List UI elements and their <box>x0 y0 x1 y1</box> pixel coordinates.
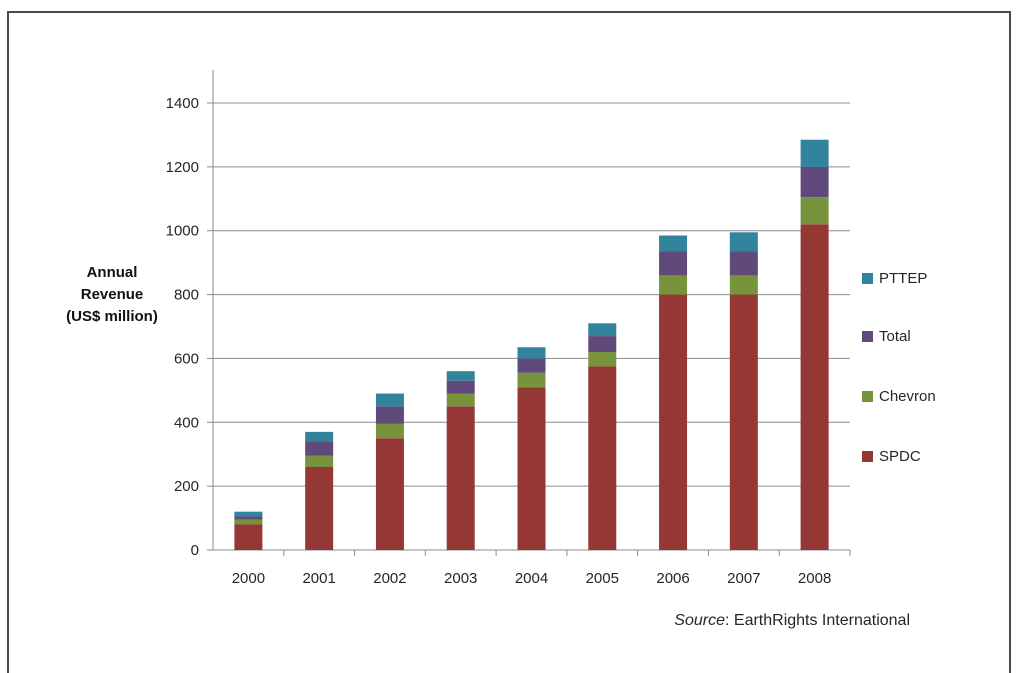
legend-item-pttep: PTTEP <box>862 268 927 288</box>
legend-label-chevron: Chevron <box>879 387 936 405</box>
bar-segment-spdc-2001 <box>305 466 334 550</box>
y-axis-label-line-1: Annual <box>86 264 138 281</box>
y-tick-label: 0 <box>191 542 199 559</box>
legend-label-spdc: SPDC <box>879 447 921 465</box>
x-tick-label: 2003 <box>444 570 477 587</box>
legend-swatch-pttep <box>862 272 873 284</box>
bar-segment-total-2004 <box>517 358 546 373</box>
legend-item-total: Total <box>862 326 911 346</box>
bar-segment-chevron-2005 <box>588 352 617 367</box>
y-tick-label: 400 <box>174 414 199 431</box>
bar-segment-pttep-2001 <box>305 431 334 442</box>
bar-segment-chevron-2003 <box>446 393 475 407</box>
legend-item-spdc: SPDC <box>862 446 921 466</box>
source-prefix: Source <box>674 612 725 629</box>
x-tick-label: 2000 <box>232 570 265 587</box>
bar-segment-pttep-2007 <box>729 232 758 252</box>
x-tick-label: 2005 <box>586 570 619 587</box>
bar-segment-chevron-2001 <box>305 455 334 467</box>
bar-segment-pttep-2008 <box>800 139 829 167</box>
legend-label-pttep: PTTEP <box>879 269 928 287</box>
x-tick-label: 2006 <box>656 570 689 587</box>
bar-segment-pttep-2000 <box>234 511 263 517</box>
bar-segment-spdc-2008 <box>800 224 829 551</box>
x-tick-label: 2001 <box>302 570 335 587</box>
y-tick-label: 1000 <box>166 223 199 240</box>
bar-segment-total-2005 <box>588 336 617 353</box>
bar-segment-chevron-2002 <box>375 423 404 439</box>
bar-segment-spdc-2005 <box>588 366 617 550</box>
bar-segment-total-2008 <box>800 166 829 198</box>
bar-segment-total-2007 <box>729 251 758 276</box>
source-text: : EarthRights International <box>725 612 910 629</box>
y-tick-label: 600 <box>174 350 199 367</box>
legend-swatch-spdc <box>862 450 873 462</box>
y-tick-label: 1200 <box>166 159 199 176</box>
legend-item-chevron: Chevron <box>862 386 936 406</box>
bar-segment-total-2006 <box>659 251 688 276</box>
y-tick-label: 800 <box>174 287 199 304</box>
bar-segment-total-2002 <box>375 406 404 424</box>
bar-segment-chevron-2004 <box>517 372 546 388</box>
bar-segment-total-2001 <box>305 441 334 456</box>
bar-segment-pttep-2003 <box>446 371 475 381</box>
bar-segment-pttep-2004 <box>517 347 546 359</box>
bar-segment-spdc-2006 <box>659 294 688 550</box>
bar-segment-pttep-2005 <box>588 323 617 337</box>
x-tick-label: 2004 <box>515 570 548 587</box>
bar-segment-total-2000 <box>234 516 263 520</box>
bar-segment-spdc-2002 <box>375 438 404 550</box>
bar-segment-spdc-2004 <box>517 387 546 550</box>
x-tick-label: 2007 <box>727 570 760 587</box>
bar-segment-spdc-2007 <box>729 294 758 550</box>
bar-segment-chevron-2000 <box>234 519 263 525</box>
legend-label-total: Total <box>879 327 911 345</box>
x-tick-label: 2002 <box>373 570 406 587</box>
legend-swatch-chevron <box>862 390 873 402</box>
bar-segment-total-2003 <box>446 380 475 394</box>
bar-segment-chevron-2008 <box>800 197 829 225</box>
bar-segment-spdc-2003 <box>446 406 475 550</box>
bar-segment-spdc-2000 <box>234 524 263 550</box>
y-axis-label: Annual Revenue (US$ million) <box>42 262 182 328</box>
source-note: Source: EarthRights International <box>560 612 910 630</box>
y-tick-label: 1400 <box>166 95 199 112</box>
legend-swatch-total <box>862 330 873 342</box>
y-axis-label-line-2: Revenue <box>80 286 144 303</box>
bar-segment-pttep-2006 <box>659 235 688 252</box>
bars <box>234 139 829 551</box>
tick-labels: 0 200 400 600 800 1000 1200 1400 2000 2001 2002 200… <box>166 95 832 587</box>
chart-frame <box>7 11 1011 673</box>
bar-segment-pttep-2002 <box>375 393 404 407</box>
y-axis-label-line-3: (US$ million) <box>66 308 158 325</box>
bar-segment-chevron-2007 <box>729 275 758 295</box>
x-tick-label: 2008 <box>798 570 831 587</box>
y-tick-label: 200 <box>174 478 199 495</box>
bar-segment-chevron-2006 <box>659 275 688 295</box>
